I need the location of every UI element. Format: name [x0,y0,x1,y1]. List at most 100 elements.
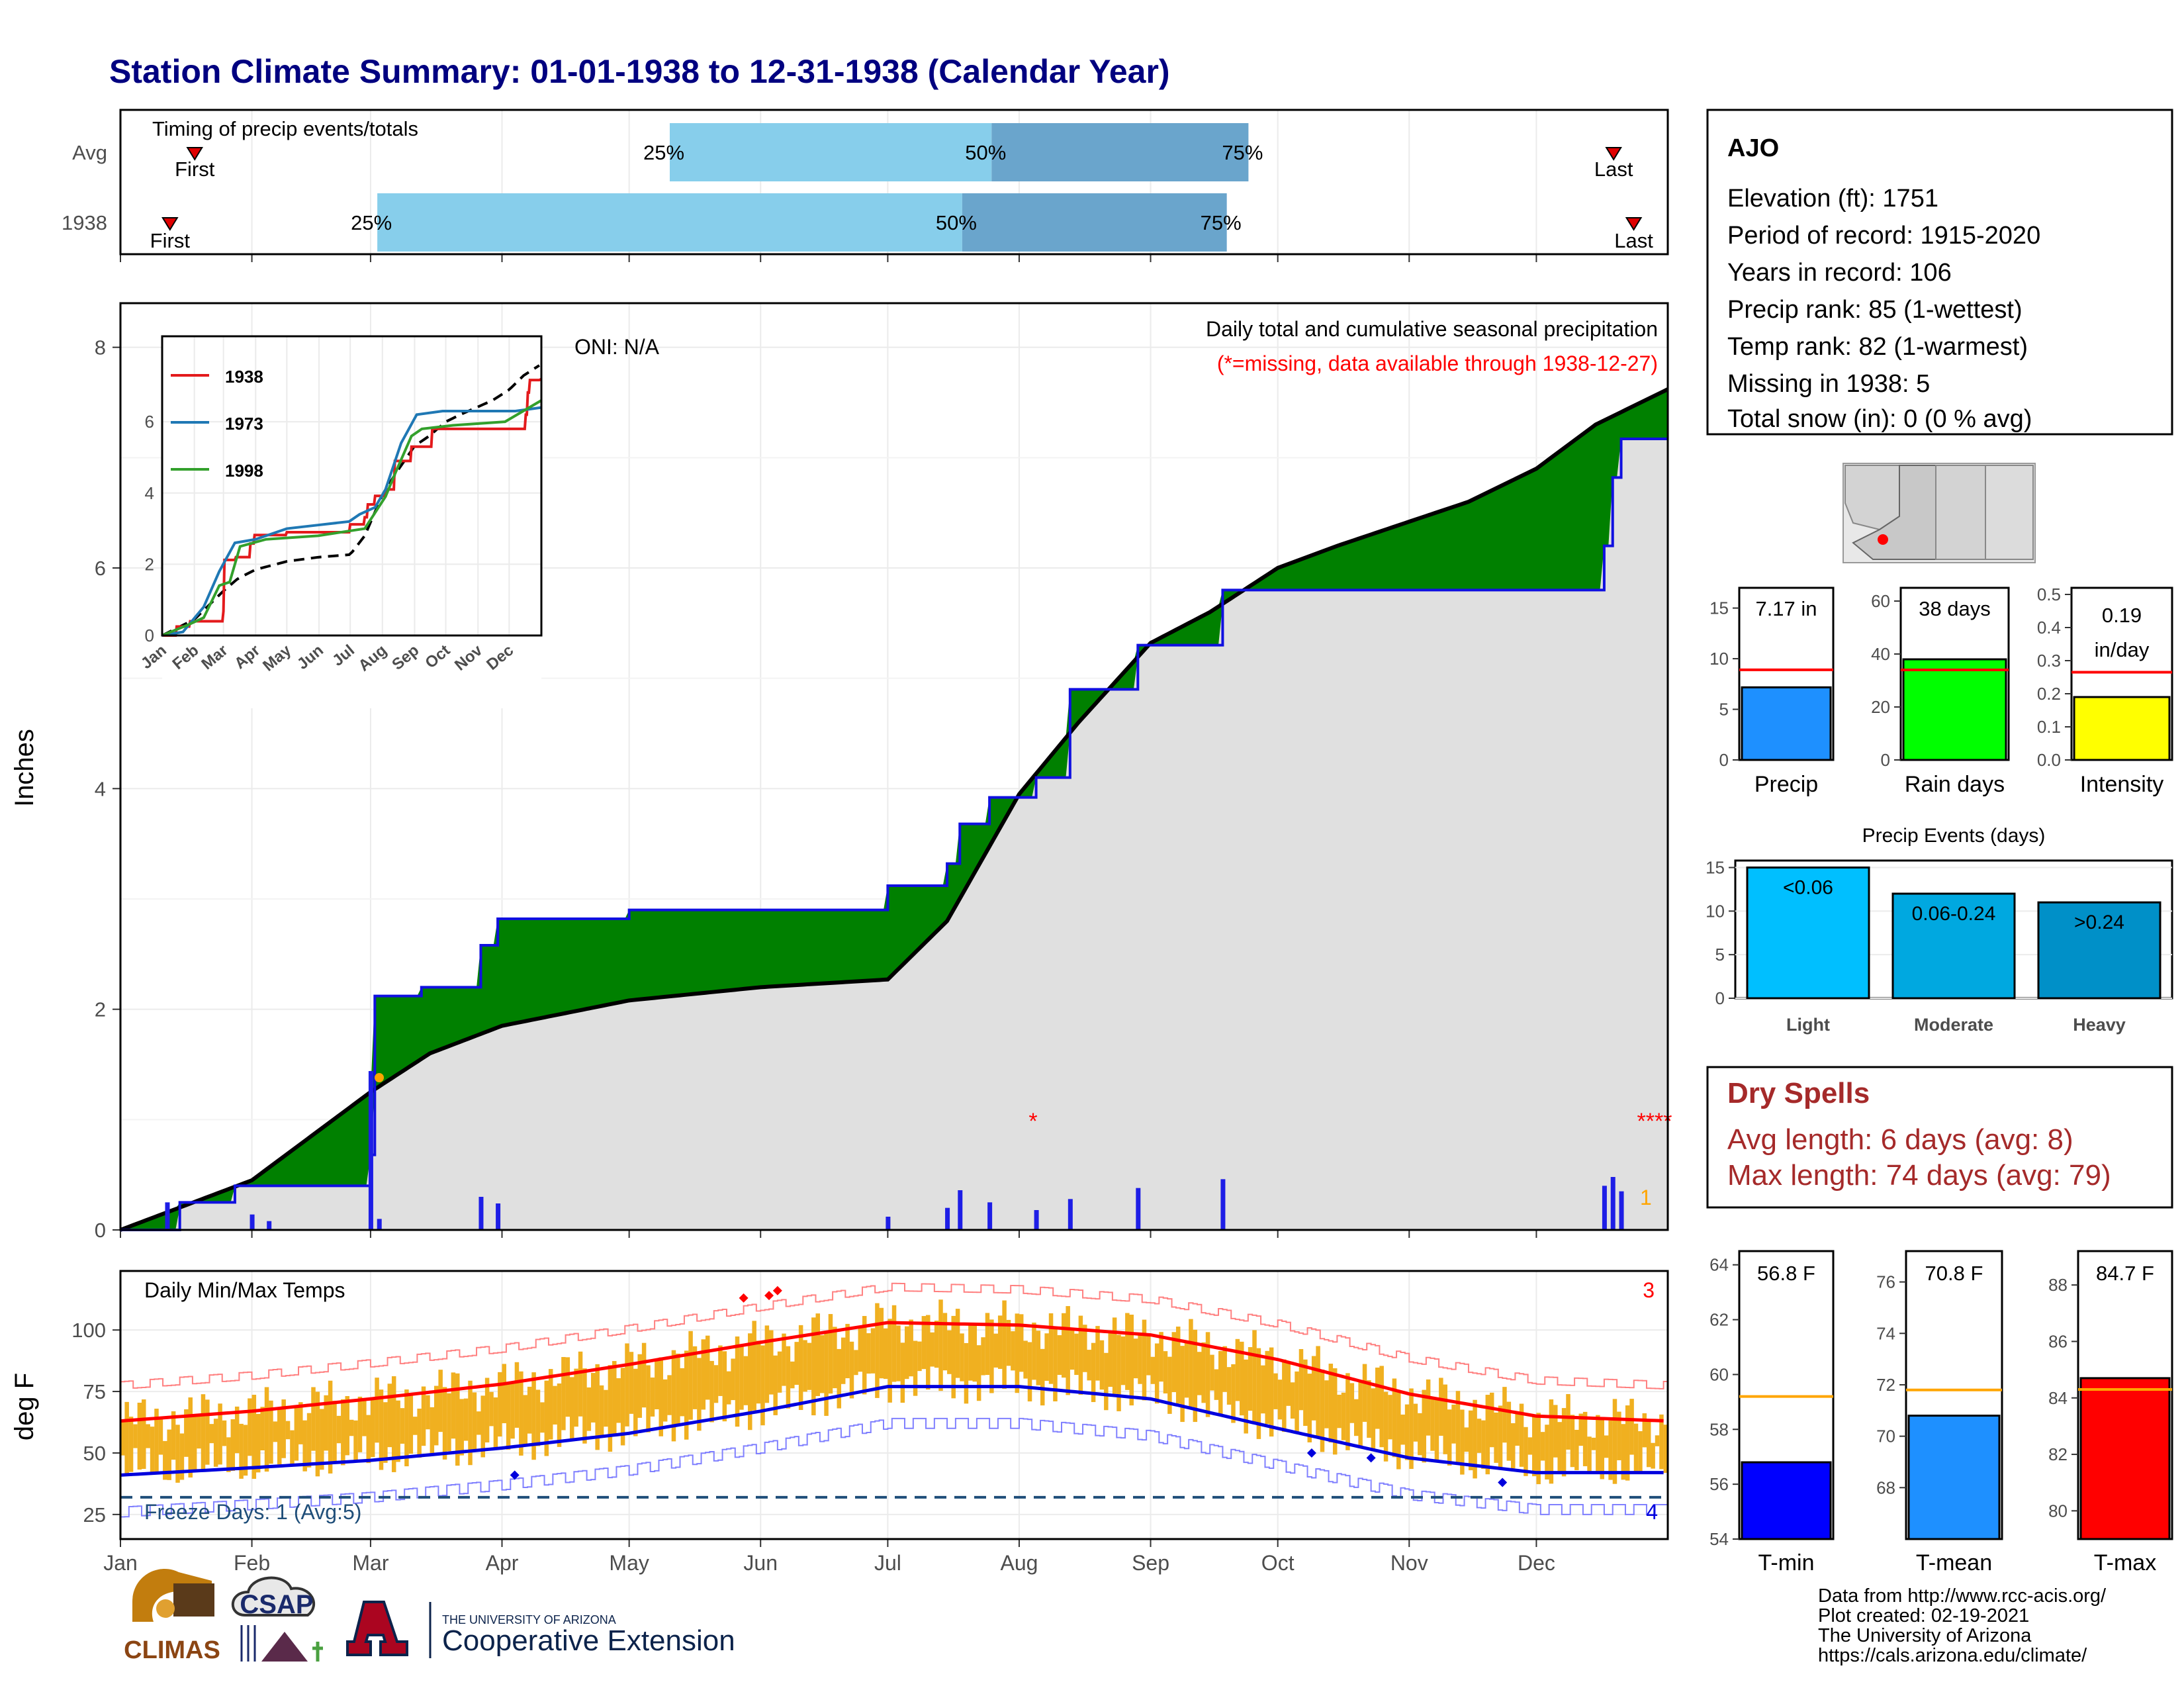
csap-logo: CSAP [231,1576,323,1662]
mini-bar-tick: 10 [1709,649,1729,669]
timing-avg-q50-label: 50% [965,141,1006,164]
daily-precip-bar [377,1219,382,1230]
mini-bar-label: Intensity [2080,772,2164,797]
mini-bar-tick: 0.2 [2037,684,2061,704]
inset-legend-1998: 1998 [225,461,263,481]
mini-bar-tick: 20 [1871,697,1890,717]
temp-bar-value: 56.8 F [1757,1262,1815,1285]
daily-precip-bar [958,1190,963,1230]
temp-bar-tick: 74 [1876,1323,1895,1343]
events-bar-inner-label: >0.24 [2074,912,2124,933]
precip-events-chart: Precip Events (days) 0 5 10 15 <0.06 Light 0.0… [1706,825,2173,1035]
temp-bar-label: T-min [1758,1550,1815,1575]
timing-panel: Timing of precip events/totals Avg 1938 … [62,109,1669,262]
month-label: Mar [352,1551,388,1575]
inset-y-tick: 4 [145,483,154,503]
timing-avg-first-marker [186,147,204,161]
avg-cumulative-line [119,387,1669,1232]
temp-panel-title: Daily Min/Max Temps [144,1278,345,1302]
daily-precip-bar [1610,1177,1615,1230]
timing-year-last-label: Last [1614,229,1653,252]
mini-bar-label: Rain days [1905,772,2005,797]
daily-precip-bar [1034,1210,1039,1230]
mini-bar-tick: 60 [1871,591,1890,611]
mini-bar-tick: 15 [1709,598,1729,618]
daily-precip-bar [267,1221,272,1230]
daily-precip-bar [1068,1199,1073,1230]
daily-precip-bar [1602,1186,1607,1230]
mini-bar-tick: 40 [1871,644,1890,664]
temp-bar-tick: 62 [1709,1310,1729,1330]
precip-y-tick: 4 [95,777,106,800]
mini-bar-2 [2073,696,2171,761]
temp-count-top: 3 [1643,1278,1655,1302]
temp-bar-tick: 84 [2048,1388,2068,1408]
timing-bar-avg-q50-q75 [991,123,1249,181]
station-location-dot [1878,534,1888,545]
timing-year-q75-label: 75% [1201,211,1242,234]
events-y-tick: 15 [1706,858,1725,878]
month-label: May [609,1551,649,1575]
temp-bar-t-min [1741,1461,1832,1540]
mini-bar-tick: 0.0 [2037,750,2061,770]
events-bar-inner-label: 0.06-0.24 [1912,903,1996,925]
precip-events-title: Precip Events (days) [1862,825,2046,847]
mini-bar-value-line2: in/day [2095,638,2150,661]
temp-y-axis-label: deg F [10,1373,39,1440]
temp-bar-tick: 86 [2048,1331,2068,1351]
mini-bar-value: 38 days [1919,597,1991,620]
logos: CLIMAS CSAP THE UNIVERSITY OF ARIZONA Co… [124,1569,735,1664]
station-temp-rank: Temp rank: 82 (1-warmest) [1727,333,2028,361]
events-y-tick: 10 [1706,901,1725,921]
climas-logo-text: CLIMAS [124,1636,220,1664]
missing-marker-end: **** [1637,1109,1672,1134]
precip-right-count: 1 [1640,1186,1652,1209]
temp-bar-tick: 82 [2048,1444,2068,1464]
year-cumulative-line [120,438,1668,1231]
ua-big-text: Cooperative Extension [442,1624,735,1657]
daily-precip-bar [165,1202,170,1230]
temp-bar-tick: 72 [1876,1375,1895,1395]
temp-panel: Daily Min/Max Temps Freeze Days: 1 (Avg:… [10,1270,1669,1575]
timing-year-first-label: First [150,229,191,252]
month-label: Aug [1000,1551,1038,1575]
timing-bar-year-q50-q75 [962,193,1227,252]
station-name: AJO [1727,134,1779,162]
credit-url: https://cals.arizona.edu/climate/ [1818,1645,2087,1666]
events-bar-inner-label: <0.06 [1783,877,1833,899]
timing-year-q25-label: 25% [351,211,392,234]
avg-max-line [120,1321,1664,1423]
record-min-line [120,1417,1668,1518]
station-years: Years in record: 106 [1727,259,1952,287]
temp-bar-tick: 80 [2048,1501,2068,1521]
events-bar-label: Light [1786,1015,1830,1035]
month-label: Jan [103,1551,138,1575]
temp-bar-charts: 54 56 58 60 62 64 56.8 F T-min 68 70 72 74 76 70.8 F T… [1709,1250,2173,1575]
month-label: Jun [743,1551,778,1575]
timing-row-label-year: 1938 [62,211,107,234]
month-label: Oct [1261,1551,1295,1575]
mini-bar-tick: 0.1 [2037,717,2061,737]
events-y-tick: 0 [1715,988,1725,1008]
temp-bar-label: T-max [2094,1550,2156,1575]
csap-logo-text: CSAP [240,1590,313,1619]
march-marker [375,1073,384,1082]
mini-bar-tick: 0.3 [2037,651,2061,671]
timing-avg-last-label: Last [1594,158,1633,181]
dry-spells-title: Dry Spells [1727,1077,1870,1109]
temp-count-bottom: 4 [1646,1500,1658,1524]
location-map [1843,463,2036,563]
precip-y-tick: 6 [95,557,106,580]
inset-line-1998 [161,399,543,637]
temp-bar-value: 84.7 F [2096,1262,2154,1285]
month-label: Nov [1390,1551,1428,1575]
daily-precip-bar [478,1197,484,1230]
events-bar-heavy [2037,901,2161,1000]
precip-y-tick: 8 [95,336,106,359]
inset-y-tick: 2 [145,554,154,574]
precip-y-tick: 0 [95,1219,106,1242]
temp-bar-tick: 68 [1876,1477,1895,1497]
station-missing: Missing in 1938: 5 [1727,370,1930,398]
dry-spells-max: Max length: 74 days (avg: 79) [1727,1159,2111,1192]
